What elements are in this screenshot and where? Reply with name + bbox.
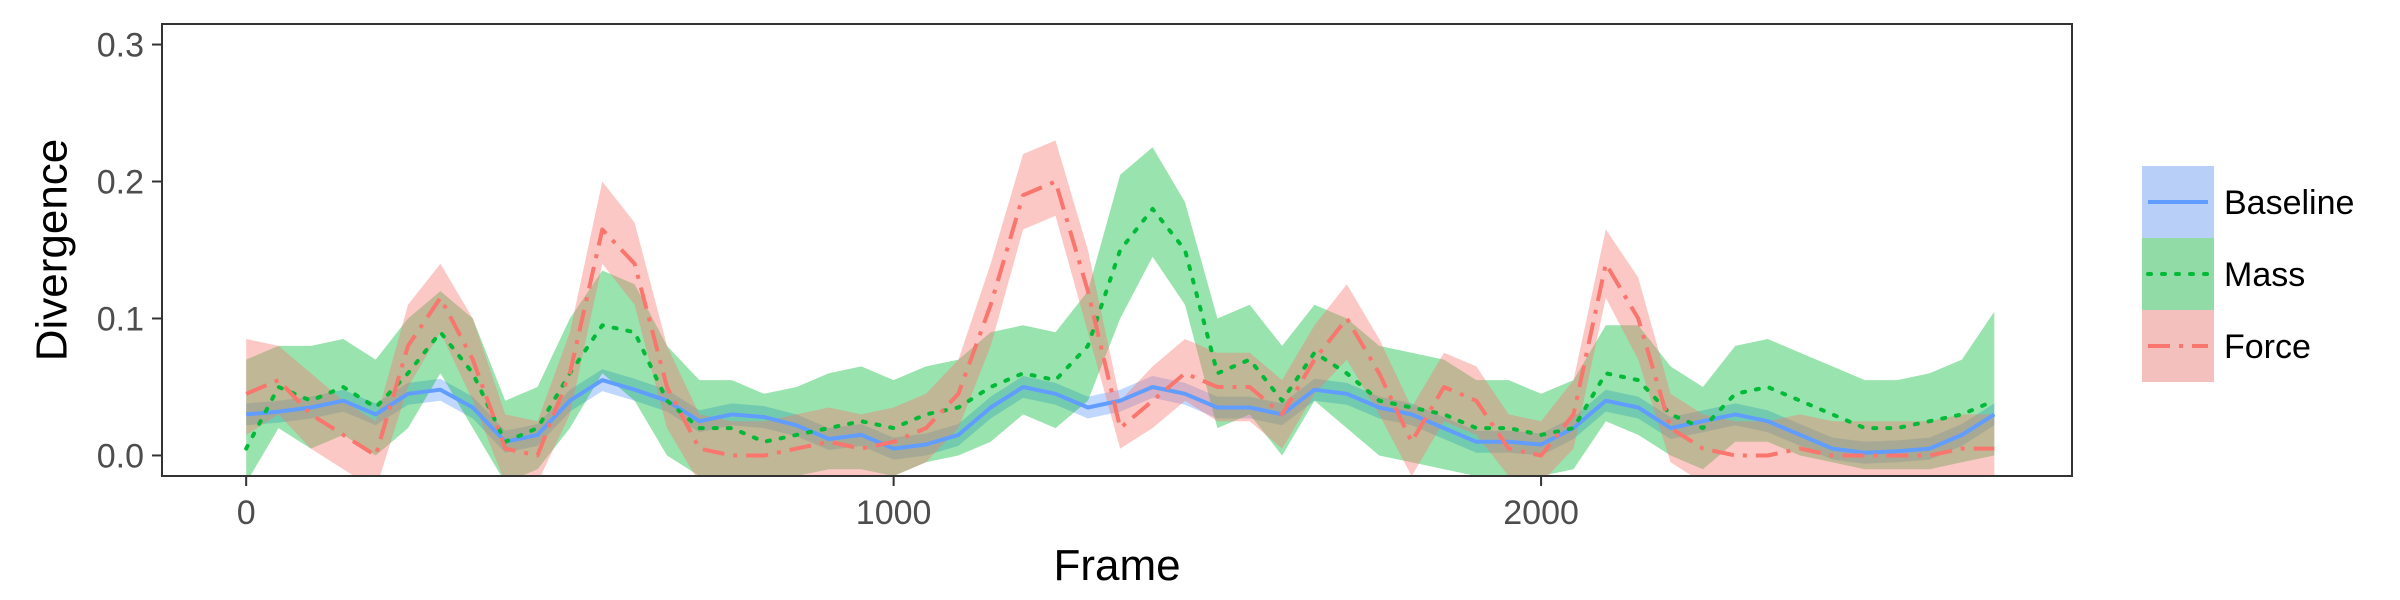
force-line	[245, 179, 1995, 458]
baseline-confidence-band	[246, 369, 1995, 464]
x-tick-label: 2000	[1503, 494, 1579, 532]
plot-panel-border	[161, 23, 2073, 477]
y-axis-title: Divergence	[28, 139, 77, 362]
force-confidence-band	[246, 140, 1995, 476]
x-axis: 0 1000 2000	[237, 476, 1579, 532]
series-lines	[244, 179, 1997, 458]
y-tick-label: 0.0	[97, 437, 144, 475]
y-tick-label: 0.1	[97, 300, 144, 338]
x-axis-title: Frame	[1053, 541, 1180, 590]
legend-item-force: Force	[2142, 310, 2311, 382]
legend-label: Force	[2224, 328, 2311, 366]
baseline-line	[246, 378, 1996, 455]
legend-label: Baseline	[2224, 184, 2354, 222]
legend-label: Mass	[2224, 256, 2305, 294]
y-axis: 0.0 0.1 0.2 0.3	[97, 27, 162, 475]
legend-item-mass: Mass	[2142, 238, 2305, 310]
mass-line	[244, 206, 1997, 451]
x-tick-label: 0	[237, 494, 256, 532]
confidence-bands	[246, 140, 1995, 476]
y-tick-label: 0.3	[97, 27, 144, 65]
legend-item-baseline: Baseline	[2142, 166, 2354, 238]
mass-confidence-band	[246, 147, 1995, 476]
x-tick-label: 1000	[856, 494, 932, 532]
legend: Baseline Mass Force	[2142, 166, 2354, 382]
y-tick-label: 0.2	[97, 164, 144, 202]
